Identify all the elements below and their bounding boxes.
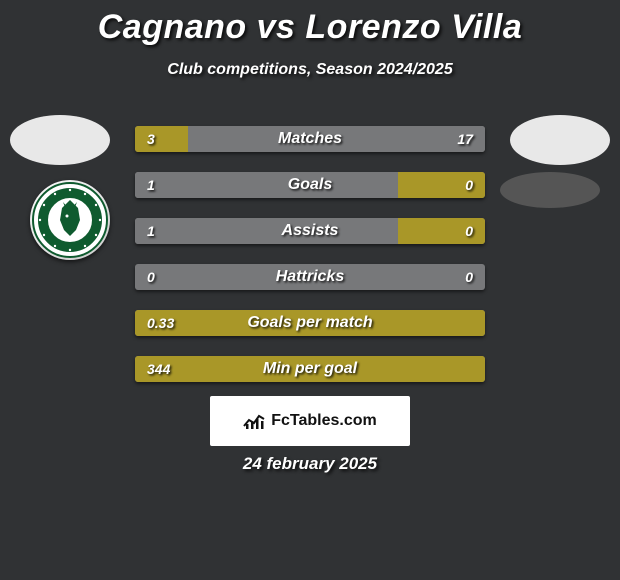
player-right-club-badge xyxy=(500,172,600,208)
player-left-avatar xyxy=(10,115,110,165)
bar-row-matches: Matches317 xyxy=(135,126,485,152)
comparison-infographic: Cagnano vs Lorenzo Villa Club competitio… xyxy=(0,0,620,580)
chart-icon xyxy=(243,412,265,430)
date-text: 24 february 2025 xyxy=(0,454,620,474)
player-left-club-badge xyxy=(30,180,110,260)
page-title: Cagnano vs Lorenzo Villa xyxy=(0,0,620,47)
bar-row-mpg: Min per goal344 xyxy=(135,356,485,382)
attribution-text: FcTables.com xyxy=(271,412,377,430)
bar-row-assists: Assists10 xyxy=(135,218,485,244)
page-subtitle: Club competitions, Season 2024/2025 xyxy=(0,61,620,79)
bar-row-hattricks: Hattricks00 xyxy=(135,264,485,290)
bar-row-goals: Goals10 xyxy=(135,172,485,198)
player-right-avatar xyxy=(510,115,610,165)
bar-row-gpm: Goals per match0.33 xyxy=(135,310,485,336)
attribution-badge: FcTables.com xyxy=(210,396,410,446)
comparison-bars: Matches317 Goals10 Assists10 Hattricks00 Goa… xyxy=(135,126,485,402)
